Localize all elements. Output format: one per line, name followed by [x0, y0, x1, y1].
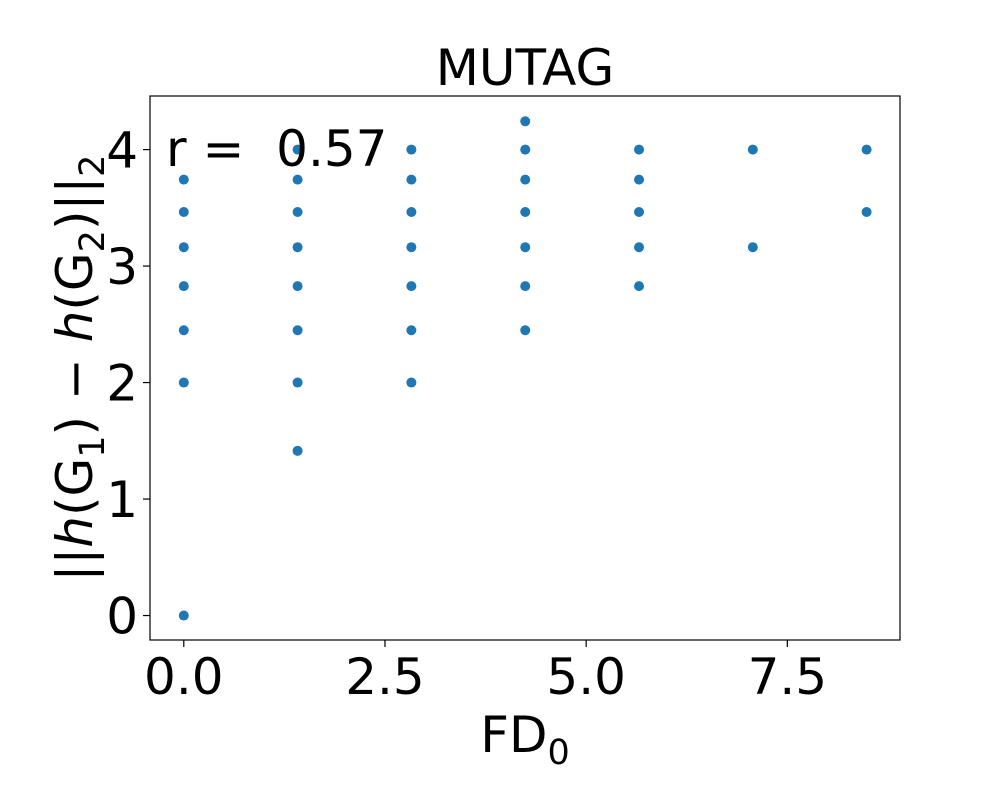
data-point — [634, 144, 645, 155]
data-point — [178, 281, 189, 292]
data-point — [292, 207, 303, 218]
data-point — [520, 281, 531, 292]
correlation-annotation: r = 0.57 — [166, 120, 387, 178]
data-point — [292, 377, 303, 388]
data-point — [747, 242, 758, 253]
y-label-g1: (G — [46, 458, 104, 516]
data-point — [747, 144, 758, 155]
data-point — [520, 207, 531, 218]
x-tick-label: 2.5 — [345, 648, 425, 706]
scatter-points — [178, 116, 872, 621]
data-point — [634, 242, 645, 253]
y-axis-ticks: 0 1 2 3 4 — [106, 122, 150, 646]
data-point — [292, 144, 303, 155]
data-point — [292, 242, 303, 253]
y-label-close: ) — [46, 211, 104, 231]
y-axis-label: ||h(G1) − h(G2)||2 — [46, 155, 113, 582]
data-point — [292, 445, 303, 456]
data-point — [406, 207, 417, 218]
x-tick-label: 0.0 — [144, 648, 224, 706]
data-point — [861, 207, 872, 218]
data-point — [178, 377, 189, 388]
data-point — [406, 377, 417, 388]
data-point — [406, 325, 417, 336]
y-label-h1: h — [46, 516, 104, 548]
plot-area-frame — [149, 95, 901, 641]
data-point — [520, 174, 531, 185]
chart-title: MUTAG — [436, 39, 614, 97]
data-point — [520, 116, 531, 127]
x-axis-label: FD0 — [480, 706, 570, 773]
data-point — [861, 144, 872, 155]
x-axis-label-subscript: 0 — [547, 733, 569, 773]
y-tick-label: 2 — [106, 355, 138, 413]
y-label-g2-sub: 2 — [73, 230, 113, 252]
y-tick-label: 4 — [106, 122, 138, 180]
data-point — [406, 144, 417, 155]
x-tick-label: 7.5 — [748, 648, 828, 706]
y-label-norm-sub: 2 — [73, 155, 113, 177]
data-point — [406, 174, 417, 185]
data-point — [634, 174, 645, 185]
y-label-close-norm: || — [46, 177, 104, 211]
y-label-g2: (G — [46, 252, 104, 310]
y-label-minus: ) − — [46, 342, 104, 435]
x-axis-ticks: 0.0 2.5 5.0 7.5 — [144, 640, 827, 706]
y-label-open-norm: || — [46, 548, 104, 582]
data-point — [178, 207, 189, 218]
y-tick-label: 0 — [106, 588, 138, 646]
x-tick-label: 5.0 — [546, 648, 626, 706]
data-point — [406, 242, 417, 253]
data-point — [520, 242, 531, 253]
data-point — [406, 281, 417, 292]
x-axis-label-main: FD — [480, 706, 547, 764]
y-tick-label: 3 — [106, 238, 138, 296]
y-tick-label: 1 — [106, 471, 138, 529]
data-point — [292, 325, 303, 336]
data-point — [634, 281, 645, 292]
data-point — [520, 144, 531, 155]
data-point — [292, 174, 303, 185]
data-point — [178, 174, 189, 185]
data-point — [520, 325, 531, 336]
data-point — [292, 281, 303, 292]
data-point — [634, 207, 645, 218]
data-point — [178, 242, 189, 253]
y-label-g1-sub: 1 — [73, 436, 113, 458]
data-point — [178, 610, 189, 621]
y-label-h2: h — [46, 311, 104, 343]
data-point — [178, 325, 189, 336]
